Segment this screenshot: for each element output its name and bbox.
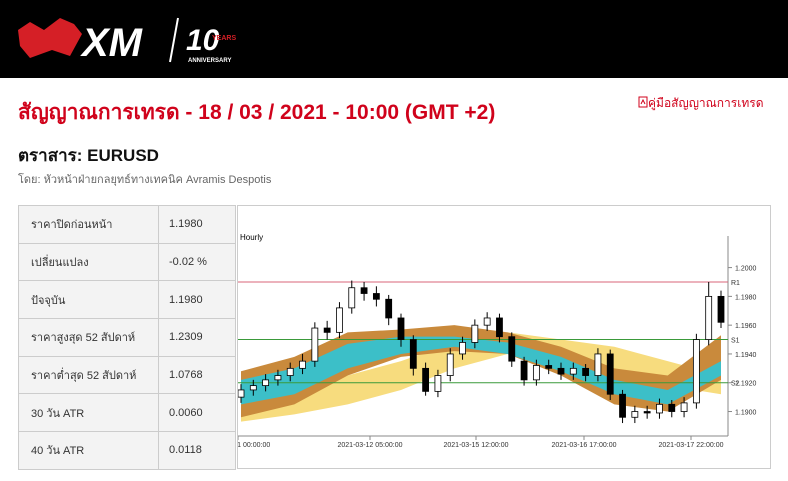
- candle-body: [557, 367, 565, 375]
- y-tick-label: 1.1940: [735, 352, 757, 359]
- stat-value: 1.1980: [158, 280, 236, 320]
- table-row: เปลี่ยนแปลง -0.02 %: [18, 242, 236, 282]
- candle-body: [299, 360, 306, 369]
- level-label: S2: [731, 381, 740, 388]
- candle-body: [705, 295, 713, 340]
- candle-body: [643, 411, 651, 414]
- candle-body: [274, 375, 282, 381]
- stats-table: ราคาปิดก่อนหน้า 1.1980 เปลี่ยนแปลง -0.02 % ป…: [18, 205, 236, 470]
- y-tick-label: 1.1980: [735, 294, 757, 301]
- table-row: ราคาต่ำสุด 52 สัปดาห์ 1.0768: [18, 355, 236, 395]
- candle-body: [446, 353, 454, 376]
- candle-body: [249, 385, 257, 391]
- anniversary-text: ANNIVERSARY: [188, 58, 231, 64]
- guide-link-text[interactable]: คู่มือสัญญาณการเทรด: [648, 96, 764, 110]
- candle-body: [360, 287, 368, 294]
- candle-body: [422, 367, 430, 392]
- y-tick-label: 1.1920: [735, 381, 757, 388]
- y-tick-label: 1.1960: [735, 323, 757, 330]
- y-tick-label: 1.1900: [735, 410, 757, 417]
- logo-text: XM: [80, 21, 144, 65]
- level-label: R1: [731, 280, 740, 287]
- stat-label: ราคาต่ำสุด 52 สัปดาห์: [18, 355, 159, 395]
- candle-body: [668, 403, 676, 412]
- candle-body: [286, 367, 294, 376]
- candle-body: [594, 353, 602, 376]
- candle-body: [238, 389, 245, 398]
- y-tick-label: 1.2000: [735, 266, 757, 273]
- stat-value: 0.0060: [158, 393, 236, 433]
- page-title: สัญญาณการเทรด - 18 / 03 / 2021 - 10:00 (…: [18, 101, 496, 124]
- stat-label: 30 วัน ATR: [18, 393, 159, 433]
- anniversary-number: 10: [186, 24, 220, 57]
- x-tick-label: 2021-03-17 22:00:00: [659, 442, 724, 449]
- chart: Hourly 1.2000 1.1980 1.1960 1.1940 1.1920 1.1…: [237, 205, 771, 469]
- table-row: ปัจจุบัน 1.1980: [18, 280, 236, 320]
- candle-body: [692, 339, 700, 404]
- candle-body: [496, 317, 503, 338]
- stat-label: ปัจจุบัน: [18, 280, 159, 320]
- header: XM 10 YEARS ANNIVERSARY: [0, 0, 788, 78]
- candle-body: [569, 367, 577, 375]
- stat-value: 1.1980: [158, 205, 236, 244]
- guide-link[interactable]: คู่มือสัญญาณการเทรด: [638, 94, 764, 113]
- candle-body: [545, 365, 553, 369]
- candle-body: [397, 317, 405, 340]
- candle-body: [582, 367, 590, 376]
- table-row: ราคาปิดก่อนหน้า 1.1980: [18, 205, 236, 244]
- band: [241, 336, 721, 405]
- author: โดย: หัวหน้าฝ่ายกลยุทธ์ทางเทคนิค Avramis…: [18, 174, 272, 186]
- x-tick-label: 2021-03-15 12:00:00: [444, 442, 509, 449]
- logo[interactable]: XM 10 YEARS ANNIVERSARY: [0, 0, 260, 78]
- candle-body: [656, 403, 663, 414]
- stat-value: 1.0768: [158, 355, 236, 395]
- candle-body: [532, 365, 540, 381]
- candle-body: [471, 324, 479, 343]
- level-label: S1: [731, 338, 740, 345]
- stat-value: 1.2309: [158, 318, 236, 357]
- candle-body: [385, 298, 393, 319]
- stat-value: 0.0118: [158, 431, 236, 470]
- table-row: ราคาสูงสุด 52 สัปดาห์ 1.2309: [18, 318, 236, 357]
- candle-body: [606, 353, 614, 395]
- stat-label: ราคาสูงสุด 52 สัปดาห์: [18, 318, 159, 357]
- table-row: 40 วัน ATR 0.0118: [18, 431, 236, 470]
- anniversary-years: YEARS: [212, 35, 236, 42]
- timeframe: Hourly: [240, 233, 263, 242]
- x-tick-label: 2021-03-16 17:00:00: [552, 442, 617, 449]
- candle-body: [409, 339, 417, 369]
- candle-body: [680, 402, 688, 412]
- stat-label: ราคาปิดก่อนหน้า: [18, 205, 159, 244]
- candle-body: [508, 336, 516, 362]
- candle-body: [372, 293, 380, 300]
- instrument: ตราสาร: EURUSD: [18, 146, 159, 165]
- candle-body: [262, 379, 270, 387]
- candle-body: [323, 327, 331, 333]
- candle-body: [520, 360, 528, 381]
- candle-body: [483, 317, 491, 326]
- candle-body: [631, 411, 639, 418]
- candle-body: [348, 287, 356, 309]
- candle-body: [717, 295, 725, 323]
- x-tick-label: 2021-03-11 00:00:00: [237, 442, 270, 449]
- candle-body: [619, 393, 626, 418]
- pdf-icon: [638, 96, 648, 108]
- table-row: 30 วัน ATR 0.0060: [18, 393, 236, 433]
- x-tick-label: 2021-03-12 05:00:00: [338, 442, 403, 449]
- stat-label: เปลี่ยนแปลง: [18, 242, 159, 282]
- candle-body: [459, 342, 466, 355]
- stat-value: -0.02 %: [158, 242, 236, 282]
- candle-body: [434, 375, 442, 392]
- candle-body: [311, 327, 319, 362]
- candle-body: [336, 307, 343, 333]
- stat-label: 40 วัน ATR: [18, 431, 159, 470]
